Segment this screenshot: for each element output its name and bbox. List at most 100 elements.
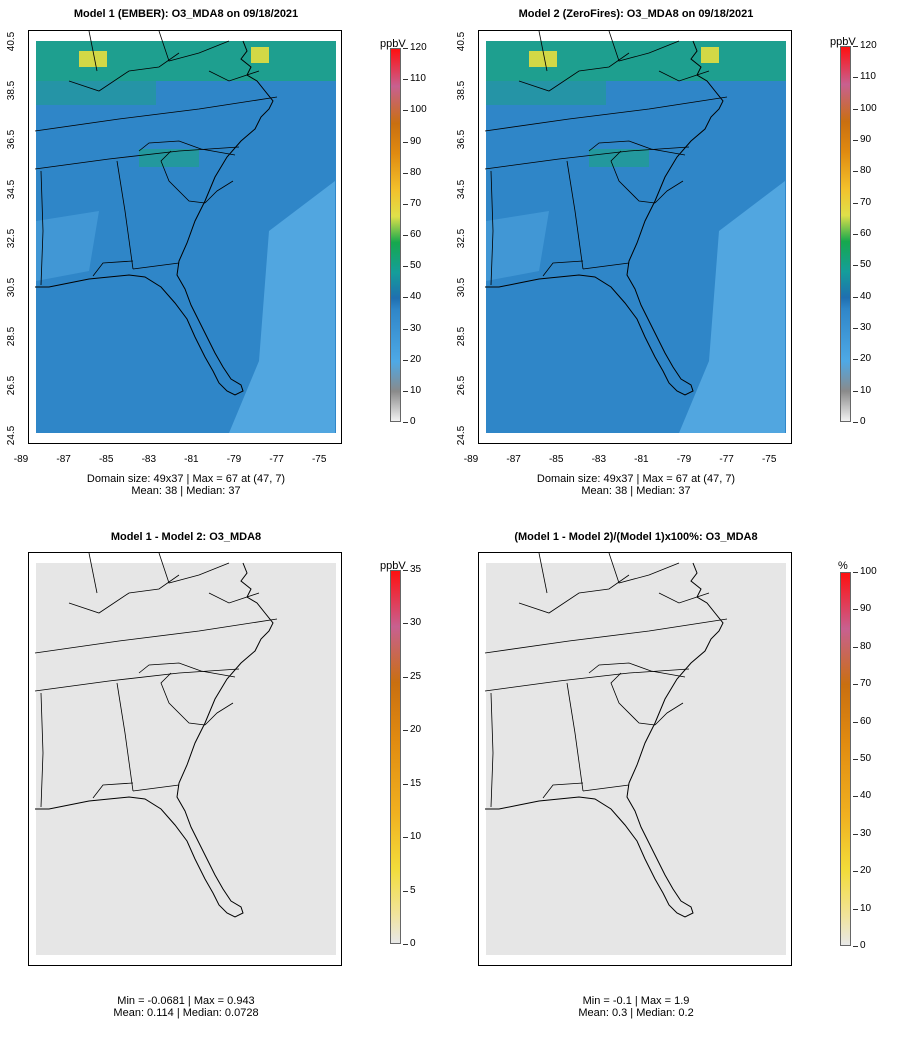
state-boundary (158, 553, 230, 584)
y-tick-label: 28.5 (456, 326, 468, 347)
colorbar (840, 572, 851, 946)
colorbar-tick-label: 80 (852, 640, 872, 652)
peak-ozone-patch (701, 47, 719, 63)
state-boundary (88, 31, 98, 72)
x-tick-label: -81 (184, 454, 199, 465)
x-tick-label: -89 (463, 454, 479, 465)
colorbar-tick-label: 40 (402, 291, 422, 303)
colorbar-unit: ppbV (380, 38, 406, 50)
colorbar-tick-label: 10 (852, 384, 872, 396)
y-tick-label: 26.5 (456, 376, 468, 396)
inland-low-ozone (36, 211, 99, 281)
x-tick-label: -87 (56, 454, 71, 465)
state-boundary (116, 160, 134, 270)
colorbar-tick-label: 70 (402, 197, 422, 209)
y-tick-label: 28.5 (6, 326, 18, 347)
colorbar-tick-label: 20 (402, 724, 422, 736)
state-boundary (208, 592, 260, 604)
colorbar-tick-label: 100 (853, 566, 877, 577)
state-boundary (518, 574, 630, 614)
state-boundary (34, 668, 240, 692)
colorbar-tick-label: 35 (402, 564, 422, 575)
ozone-map (34, 31, 336, 433)
coastline (35, 562, 274, 918)
state-boundary (132, 784, 180, 792)
x-tick-label: -77 (269, 454, 284, 465)
stats-line-2: Mean: 0.3 | Median: 0.2 (578, 1007, 694, 1019)
state-boundary (484, 618, 728, 654)
state-boundary (484, 668, 690, 692)
state-boundary (582, 262, 630, 270)
state-boundary (654, 180, 684, 204)
state-boundary (566, 682, 584, 792)
stats-line-1: Domain size: 49x37 | Max = 67 at (47, 7) (536, 473, 736, 485)
y-tick-label: 36.5 (6, 130, 18, 150)
coastline (35, 40, 274, 396)
state-boundary (34, 146, 240, 170)
colorbar-tick-label: 10 (402, 384, 422, 396)
colorbar-tick-label: 10 (402, 831, 422, 843)
y-tick-label: 34.5 (6, 179, 18, 199)
state-boundary (610, 672, 656, 726)
y-tick-label: 34.5 (456, 179, 468, 199)
colorbar-tick-label: 40 (852, 790, 872, 802)
state-boundary (542, 782, 584, 799)
difference-map (34, 553, 336, 955)
colorbar-tick-label: 100 (403, 104, 427, 116)
panel-title: (Model 1 - Model 2)/(Model 1)x100%: O3_M… (514, 531, 758, 543)
carolina-high-ozone (589, 149, 649, 167)
percent-difference-map (484, 553, 786, 955)
stats-line-2: Mean: 38 | Median: 37 (131, 485, 241, 497)
colorbar-unit: ppbV (830, 36, 856, 48)
difference-field (486, 563, 786, 955)
panel-title: Model 1 (EMBER): O3_MDA8 on 09/18/2021 (73, 8, 299, 20)
y-tick-label: 36.5 (456, 130, 468, 150)
x-tick-label: -89 (13, 454, 29, 465)
colorbar-tick-label: 120 (403, 42, 427, 53)
coastline (485, 40, 724, 396)
state-boundary (542, 260, 584, 277)
x-tick-label: -75 (311, 454, 327, 465)
map-frame (478, 552, 792, 966)
colorbar-tick-label: 120 (853, 40, 877, 51)
x-tick-label: -79 (226, 454, 242, 465)
coastline (485, 562, 724, 918)
y-tick-label: 38.5 (6, 80, 18, 101)
colorbar-tick-label: 110 (853, 71, 876, 83)
state-boundary (490, 692, 494, 808)
x-tick-label: -85 (98, 454, 114, 465)
colorbar-tick-label: 50 (402, 260, 422, 272)
state-boundary (40, 170, 44, 286)
map-frame (28, 552, 342, 966)
colorbar-tick-label: 40 (852, 290, 872, 302)
colorbar-tick-label: 70 (852, 196, 872, 208)
state-boundary (204, 180, 234, 204)
colorbar-tick-label: 50 (852, 753, 872, 764)
state-boundary (518, 52, 630, 92)
y-tick-label: 40.5 (456, 31, 468, 52)
colorbar-tick-label: 60 (852, 715, 872, 727)
colorbar-tick-label: 30 (852, 322, 872, 333)
colorbar-tick-label: 90 (852, 134, 872, 145)
stats-line-1: Domain size: 49x37 | Max = 67 at (47, 7) (86, 473, 286, 485)
colorbar (840, 46, 851, 422)
state-boundary (34, 618, 278, 654)
y-tick-label: 38.5 (456, 80, 468, 101)
x-tick-label: -75 (761, 454, 777, 465)
colorbar-tick-label: 0 (403, 938, 416, 949)
stats-line-2: Mean: 38 | Median: 37 (581, 485, 691, 497)
colorbar (390, 48, 401, 422)
inland-low-ozone (486, 211, 549, 281)
colorbar-tick-label: 30 (402, 322, 422, 334)
x-tick-label: -79 (676, 454, 692, 465)
state-boundary (484, 146, 690, 170)
colorbar-tick-label: 15 (402, 777, 422, 789)
state-boundary (88, 553, 98, 594)
y-tick-label: 32.5 (6, 228, 18, 249)
state-boundary (588, 662, 686, 678)
state-boundary (538, 553, 548, 594)
colorbar-tick-label: 20 (852, 865, 872, 877)
state-boundary (160, 672, 206, 726)
colorbar-tick-label: 0 (403, 416, 416, 427)
state-boundary (608, 553, 680, 584)
